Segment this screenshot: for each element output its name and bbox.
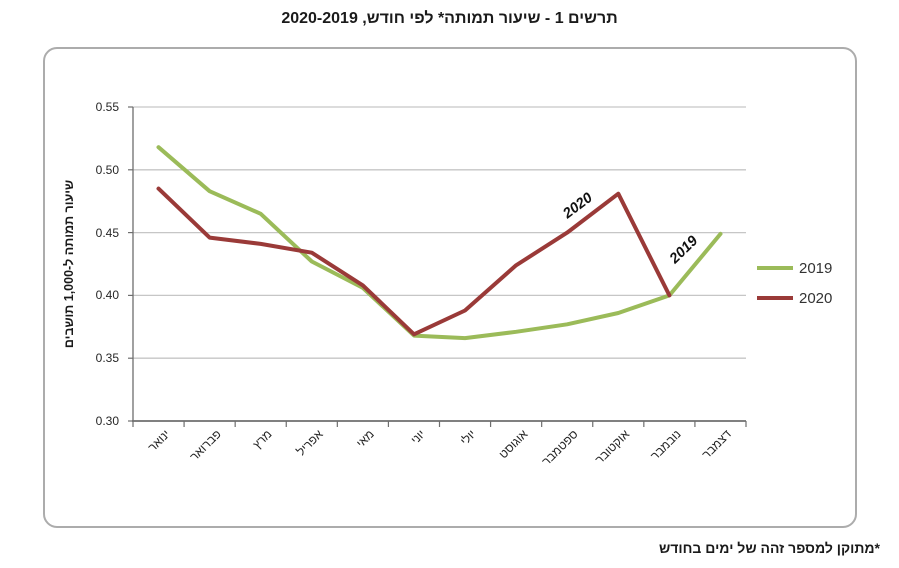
y-axis-tick-label: 0.40	[95, 288, 119, 303]
legend-label-2019: 2019	[799, 259, 833, 277]
legend-item-2020: 2020	[757, 288, 832, 308]
footnote: *מתוקן למספר זהה של ימים בחודש	[658, 540, 880, 556]
chart-title: תרשים 1 - שיעור תמותה* לפי חודש, 2020-20…	[281, 10, 618, 27]
legend-item-2019: 2019	[757, 258, 832, 278]
y-axis-tick-label: 0.45	[95, 225, 119, 240]
y-axis-tick-label: 0.55	[95, 100, 119, 114]
legend-label-2020: 2020	[799, 289, 833, 307]
legend-line-swatch-2019	[757, 266, 793, 270]
y-axis-tick-label: 0.50	[95, 162, 119, 177]
chart-frame	[43, 47, 857, 528]
y-axis-tick-label: 0.35	[95, 351, 119, 366]
y-axis-tick-label: 0.30	[95, 414, 119, 428]
legend-line-swatch-2020	[757, 296, 793, 300]
legend: 2019 2020	[757, 258, 832, 308]
y-axis-title: שיעור תמותה ל-1,000 תושבים	[62, 179, 76, 349]
